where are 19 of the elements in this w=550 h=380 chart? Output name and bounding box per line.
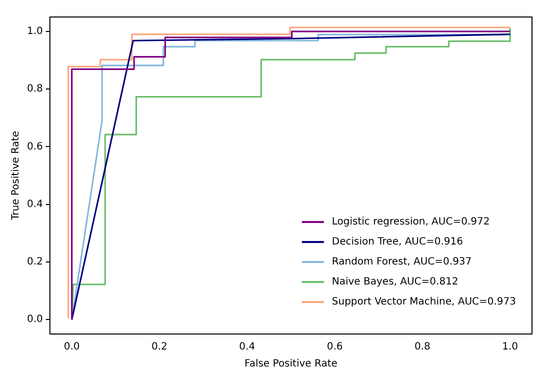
y-tick-label: 0.2 — [26, 256, 43, 268]
x-tick-label: 1.0 — [502, 342, 518, 353]
y-tick-label: 0.8 — [26, 84, 43, 95]
y-axis-title: True Positive Rate — [10, 130, 22, 222]
y-tick-label: 0.4 — [26, 198, 43, 210]
x-tick-label: 0.4 — [239, 342, 256, 353]
x-tick-label: 0.6 — [326, 342, 343, 353]
x-tick-label: 0.2 — [152, 342, 168, 353]
y-tick-label: 0.6 — [26, 141, 43, 152]
legend-label: Random Forest, AUC=0.937 — [332, 256, 472, 268]
x-axis-title: False Positive Rate — [244, 358, 338, 370]
legend-label: Decision Tree, AUC=0.916 — [332, 236, 463, 248]
x-tick-label: 0.8 — [414, 342, 430, 353]
legend-label: Support Vector Machine, AUC=0.973 — [332, 296, 516, 308]
legend-label: Naive Bayes, AUC=0.812 — [332, 276, 458, 288]
y-tick-label: 0.0 — [26, 314, 43, 326]
x-tick-label: 0.0 — [64, 342, 80, 353]
y-tick-label: 1.0 — [26, 26, 43, 38]
legend-label: Logistic regression, AUC=0.972 — [332, 216, 490, 228]
